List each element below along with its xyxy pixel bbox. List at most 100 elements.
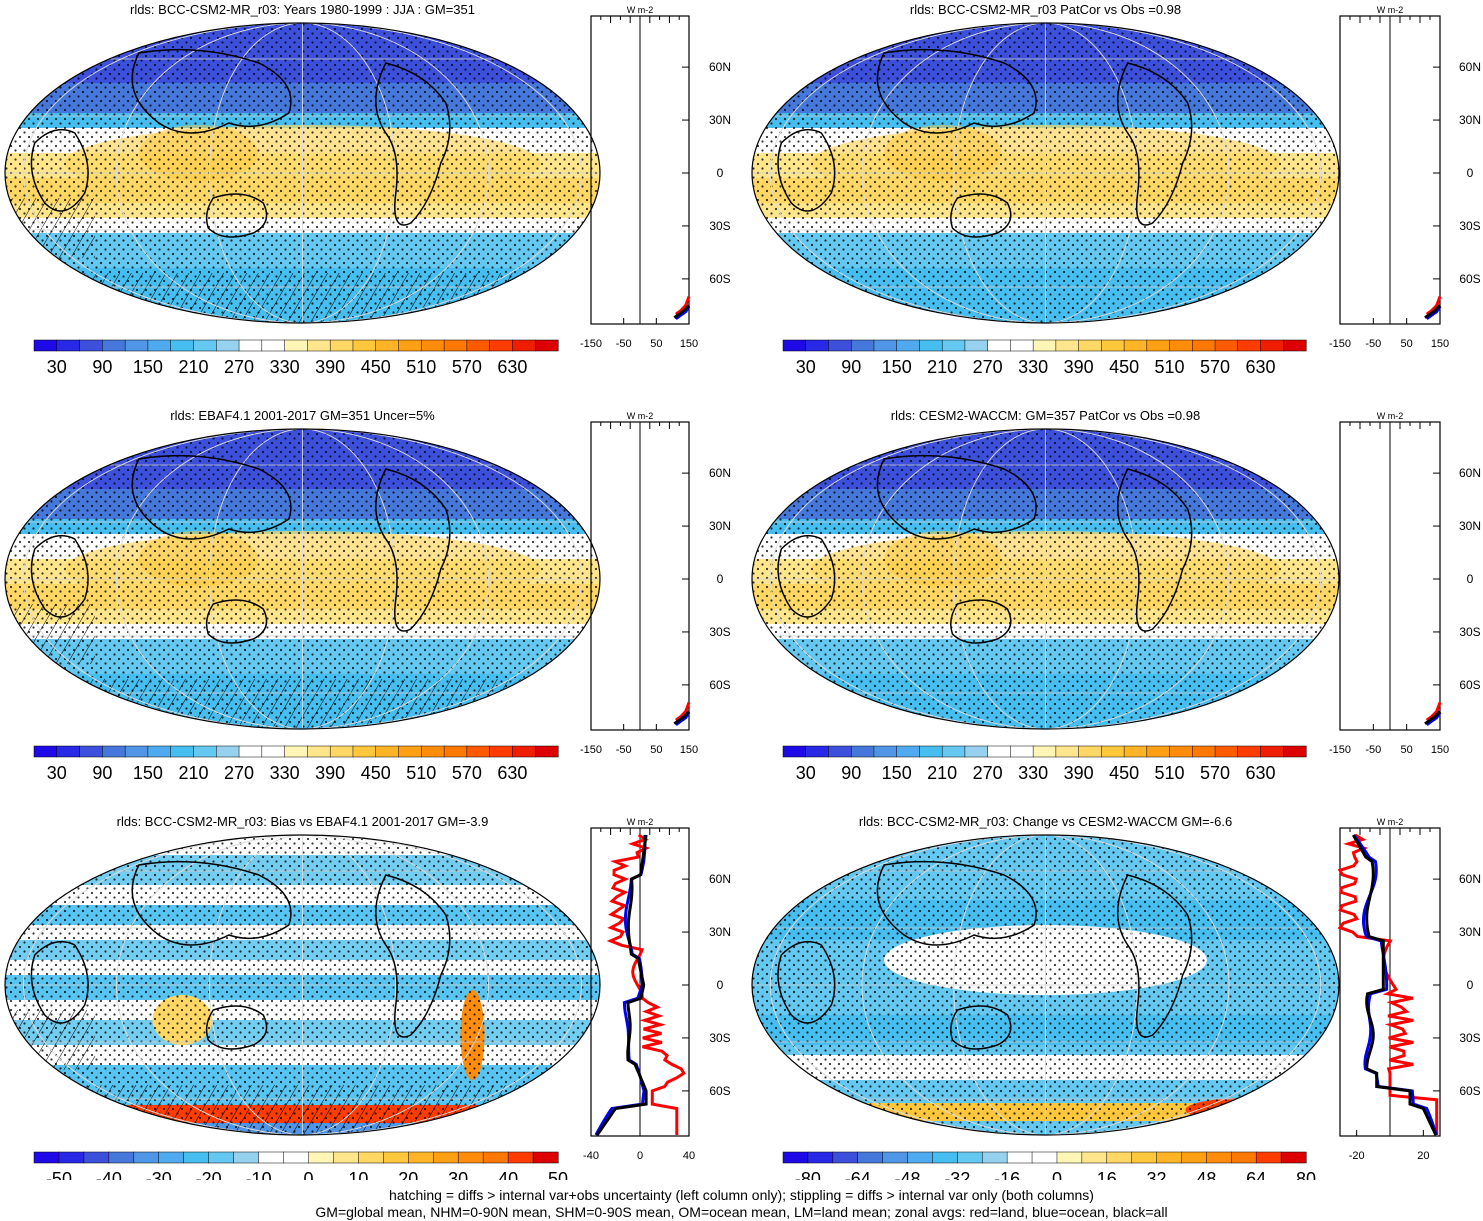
- zonal-mean-plot: W m-2 -150 -50 50 150 60N 30N 0 30S 60S: [1329, 411, 1481, 756]
- zonal-lat-label: 30S: [709, 1031, 730, 1045]
- colorbar-tick-label: 32: [1147, 1169, 1167, 1180]
- coastline: [777, 940, 836, 1024]
- colorbar-tick-label: 330: [1018, 357, 1048, 377]
- colorbar-swatch: [489, 745, 513, 758]
- colorbar-tick-label: -64: [845, 1169, 871, 1180]
- colorbar-swatch: [1283, 339, 1307, 352]
- colorbar-swatch: [1146, 339, 1171, 352]
- zonal-lat-label: 60S: [709, 678, 730, 692]
- panel-title: rlds: EBAF4.1 2001-2017 GM=351 Uncer=5%: [170, 408, 435, 423]
- colorbar-swatch: [1010, 339, 1034, 352]
- panel-title: rlds: BCC-CSM2-MR_r03: Bias vs EBAF4.1 2…: [117, 814, 489, 829]
- colorbar-tick-label: 90: [841, 357, 861, 377]
- colorbar: -80 -64 -48 -32 -16 0 16 32 48 64 80: [782, 1151, 1316, 1180]
- coastline: [876, 48, 1037, 134]
- colorbar-swatch: [329, 745, 354, 758]
- colorbar-tick-label: 510: [406, 357, 436, 377]
- colorbar-swatch: [1192, 745, 1216, 758]
- map-border: [4, 428, 601, 730]
- colorbar-swatch: [432, 1151, 459, 1164]
- zonal-unit-label: W m-2: [1377, 817, 1404, 827]
- colorbar-tick-label: 40: [498, 1169, 518, 1180]
- zonal-line-land: [1425, 701, 1442, 722]
- colorbar-swatch: [1214, 745, 1239, 758]
- zonal-lat-label: 30S: [1459, 625, 1480, 639]
- colorbar-swatch: [421, 745, 445, 758]
- zonal-line-all: [673, 710, 691, 725]
- zonal-lat-label: 60N: [709, 466, 731, 480]
- colorbar-tick-label: 150: [133, 763, 163, 783]
- colorbar-tick-label: 64: [1246, 1169, 1266, 1180]
- graticule-meridian: [209, 835, 396, 1135]
- zonal-x-tick-label: -50: [616, 744, 632, 756]
- colorbar-swatch: [1280, 1151, 1307, 1164]
- colorbar-swatch: [307, 745, 331, 758]
- colorbar-tick-label: 450: [361, 763, 391, 783]
- colorbar-swatch: [383, 1151, 409, 1164]
- colorbar-swatch: [398, 339, 422, 352]
- zonal-lat-label: 0: [1467, 572, 1474, 586]
- colorbar-tick-label: 270: [224, 357, 254, 377]
- graticule-meridian: [23, 23, 582, 323]
- colorbar-swatch: [981, 1151, 1008, 1164]
- colorbar-swatch: [33, 745, 58, 758]
- world-map: [5, 23, 600, 323]
- colorbar-swatch: [1169, 745, 1193, 758]
- panel-6: rlds: BCC-CSM2-MR_r03: Change vs CESM2-W…: [751, 814, 1481, 1180]
- colorbar-swatch: [507, 1151, 534, 1164]
- colorbar-swatch: [1283, 745, 1307, 758]
- zonal-line-land: [1425, 295, 1442, 316]
- colorbar-swatch: [193, 339, 217, 352]
- zonal-x-tick-label: 50: [1401, 338, 1413, 350]
- map-border: [751, 834, 1340, 1136]
- colorbar-swatch: [873, 339, 898, 352]
- colorbar-swatch: [1260, 339, 1284, 352]
- zonal-line-all: [1351, 834, 1438, 1136]
- colorbar-swatch: [457, 1151, 484, 1164]
- zonal-mean-plot: W m-2 -20 20 60N 30N 0 30S 60S: [1337, 817, 1481, 1162]
- colorbar-swatch: [238, 339, 263, 352]
- colorbar-tick-label: 390: [315, 763, 345, 783]
- graticule-meridian: [23, 835, 582, 1135]
- colorbar-swatch: [828, 745, 852, 758]
- colorbar-tick-label: 90: [92, 763, 112, 783]
- coastline: [131, 454, 292, 540]
- colorbar-tick-label: 210: [927, 357, 957, 377]
- colorbar-swatch: [102, 745, 126, 758]
- graticule-meridian: [209, 429, 396, 729]
- colorbar-swatch: [208, 1151, 235, 1164]
- colorbar-tick-label: 510: [1155, 763, 1185, 783]
- zonal-lat-label: 60S: [1459, 1084, 1480, 1098]
- coastline: [131, 48, 292, 134]
- coastline: [1117, 62, 1193, 226]
- map-border: [751, 428, 1340, 730]
- zonal-x-tick-label: 150: [1431, 338, 1449, 350]
- zonal-lat-label: 60N: [709, 60, 731, 74]
- zonal-x-tick-label: 50: [650, 338, 662, 350]
- zonal-lat-label: 60S: [1459, 678, 1480, 692]
- coastline: [777, 534, 836, 618]
- colorbar-tick-label: 0: [1052, 1169, 1062, 1180]
- colorbar-swatch: [216, 745, 240, 758]
- colorbar-swatch: [284, 745, 308, 758]
- colorbar-swatch: [238, 745, 263, 758]
- zonal-lat-label: 30N: [709, 519, 731, 533]
- colorbar-swatch: [987, 745, 1011, 758]
- colorbar-swatch: [1101, 745, 1125, 758]
- colorbar-swatch: [1156, 1151, 1183, 1164]
- coastline: [30, 128, 89, 212]
- colorbar-swatch: [466, 745, 491, 758]
- zonal-lat-label: 60S: [1459, 272, 1480, 286]
- coastline: [375, 874, 451, 1038]
- map-border: [4, 22, 601, 324]
- panel-title: rlds: BCC-CSM2-MR_r03: Years 1980-1999 :…: [130, 2, 475, 17]
- zonal-x-tick-label: 150: [1431, 744, 1449, 756]
- graticule-meridian: [116, 835, 489, 1135]
- zonal-x-tick-label: -150: [580, 338, 602, 350]
- colorbar-swatch: [124, 745, 149, 758]
- colorbar-swatch: [284, 339, 308, 352]
- colorbar-swatch: [1192, 339, 1216, 352]
- coastline: [205, 1005, 268, 1050]
- zonal-x-tick-label: -20: [1349, 1150, 1365, 1162]
- colorbar-swatch: [216, 339, 240, 352]
